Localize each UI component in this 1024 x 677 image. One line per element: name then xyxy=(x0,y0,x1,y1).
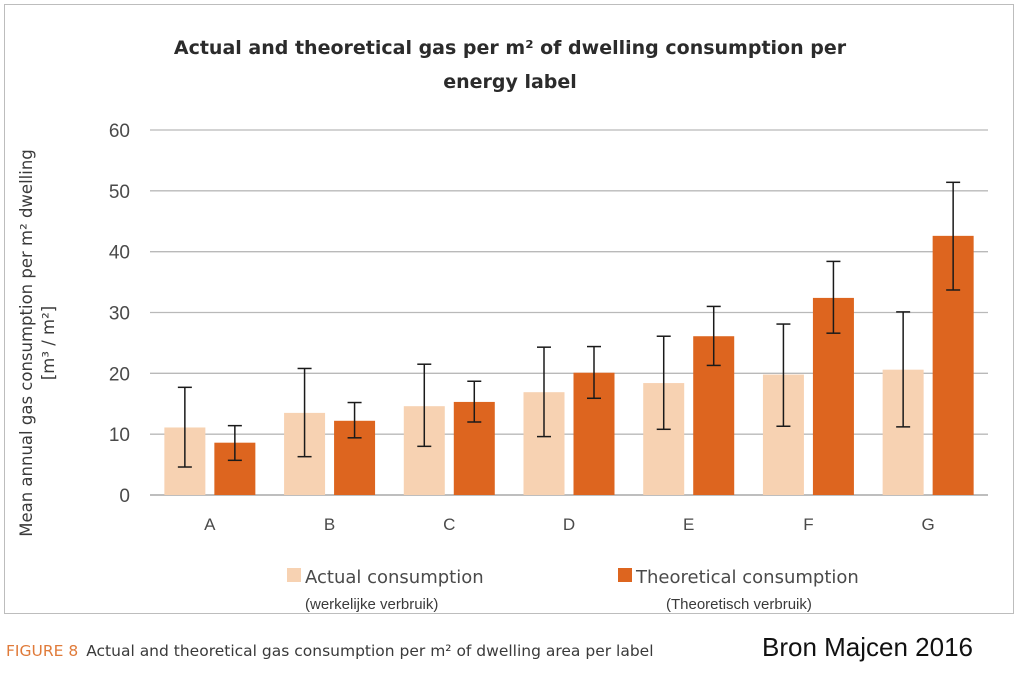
y-axis-label: Mean annual gas consumption per m² dwell… xyxy=(17,149,58,537)
y-tick-label: 60 xyxy=(109,121,130,142)
chart-frame xyxy=(4,4,1014,614)
legend-label-actual: Actual consumption xyxy=(305,567,484,588)
figure-caption: FIGURE 8 Actual and theoretical gas consu… xyxy=(6,642,654,660)
x-tick-label: G xyxy=(922,515,935,534)
x-tick-label: D xyxy=(563,515,575,534)
y-tick-label: 30 xyxy=(109,304,130,325)
y-tick-label: 40 xyxy=(109,243,130,264)
x-tick-label: C xyxy=(443,515,455,534)
legend-sublabel-theoretical: (Theoretisch verbruik) xyxy=(666,596,812,613)
chart-title-line-1: Actual and theoretical gas per m² of dwe… xyxy=(174,37,847,59)
legend: Actual consumption (werkelijke verbruik)… xyxy=(287,567,859,613)
x-tick-label: B xyxy=(324,515,335,534)
y-tick-label: 0 xyxy=(119,486,130,507)
source-credit: Bron Majcen 2016 xyxy=(762,632,974,662)
x-tick-labels: A B C D E F G xyxy=(204,515,935,534)
figure-number: FIGURE 8 xyxy=(6,642,79,660)
error-bars xyxy=(177,181,961,468)
legend-swatch-actual xyxy=(287,568,301,582)
legend-label-theoretical: Theoretical consumption xyxy=(635,567,859,588)
y-tick-labels: 0 10 20 30 40 50 60 xyxy=(109,121,130,507)
y-axis-label-line-1: Mean annual gas consumption per m² dwell… xyxy=(17,149,36,537)
x-tick-label: F xyxy=(803,515,813,534)
y-axis-label-line-2: [m³ / m²] xyxy=(39,306,58,380)
figure-caption-text: Actual and theoretical gas consumption p… xyxy=(86,642,654,660)
legend-swatch-theoretical xyxy=(618,568,632,582)
x-tick-label: E xyxy=(683,515,694,534)
x-tick-label: A xyxy=(204,515,216,534)
bars xyxy=(164,235,974,495)
chart-canvas: Actual and theoretical gas per m² of dwe… xyxy=(17,37,988,613)
legend-sublabel-actual: (werkelijke verbruik) xyxy=(305,596,438,613)
gridlines xyxy=(150,129,988,496)
y-tick-label: 10 xyxy=(109,425,130,446)
y-tick-label: 50 xyxy=(109,182,130,203)
chart-title-line-2: energy label xyxy=(443,71,577,93)
y-tick-label: 20 xyxy=(109,364,130,385)
